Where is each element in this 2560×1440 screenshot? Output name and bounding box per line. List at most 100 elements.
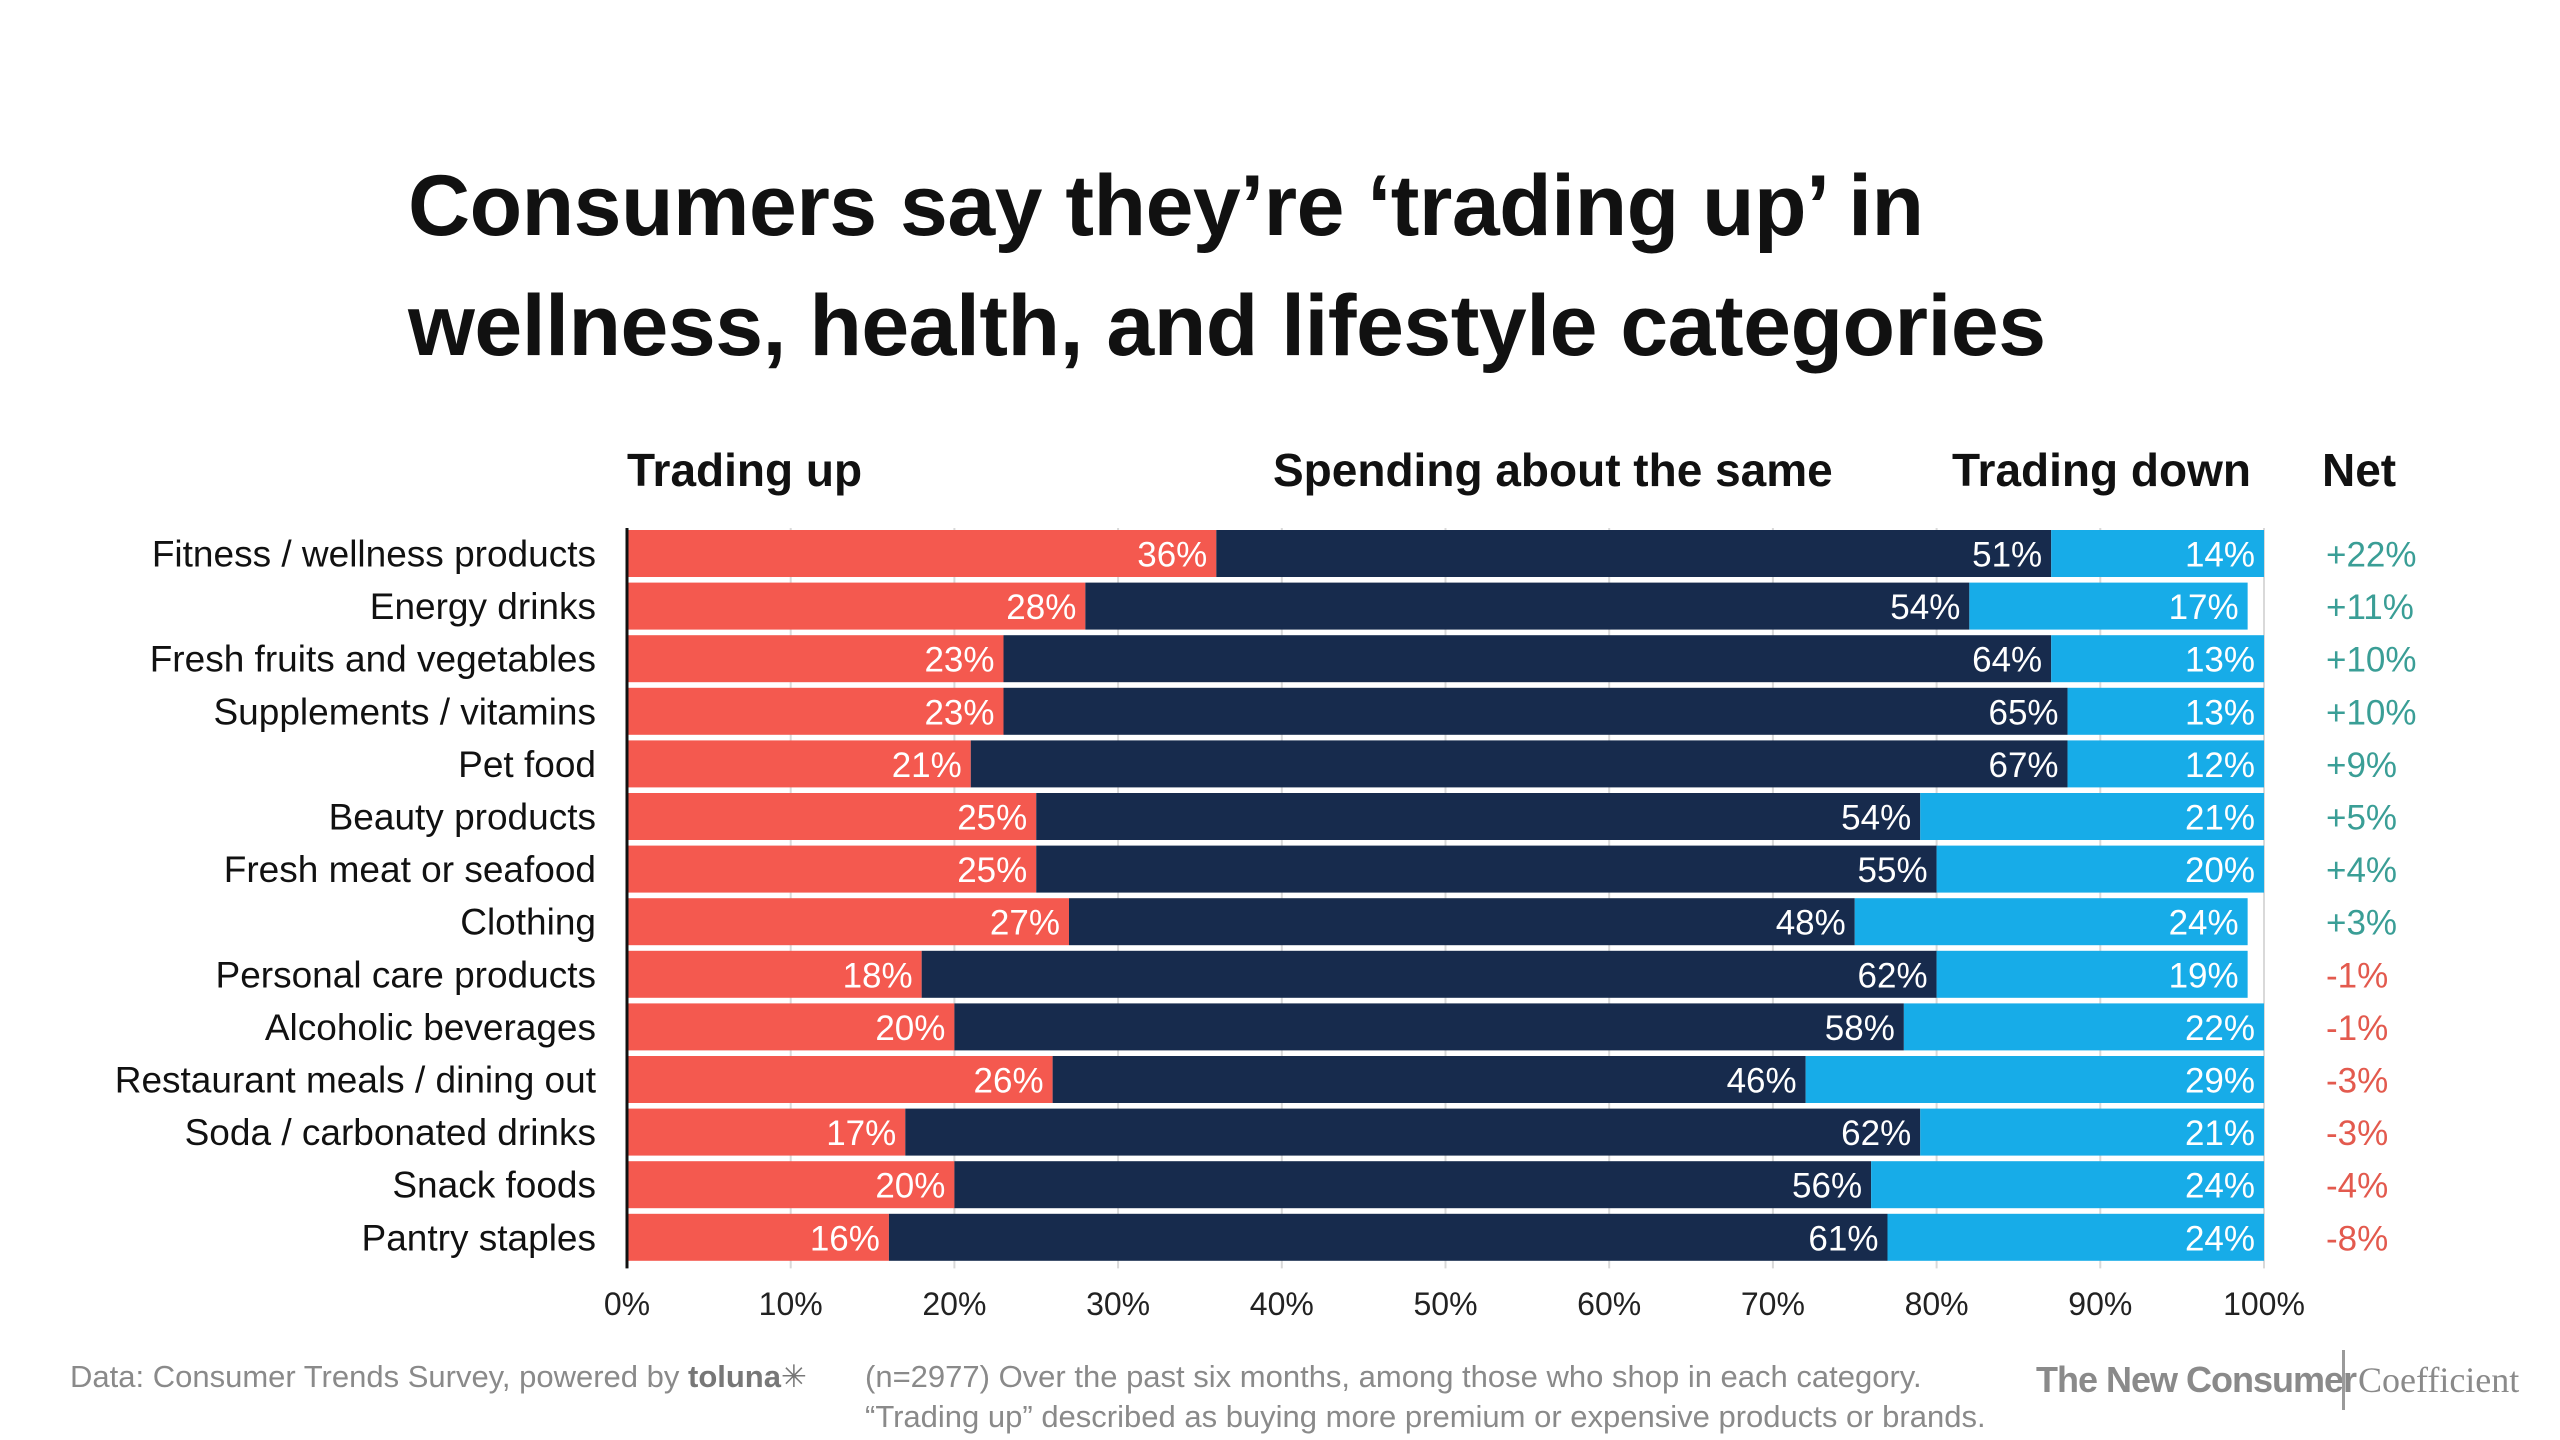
net-value: -1% <box>2326 956 2388 995</box>
header-spending-same: Spending about the same <box>1273 444 1833 496</box>
net-value: +4% <box>2326 851 2397 890</box>
bar-segment <box>1805 1056 2264 1103</box>
bar-value-label: 24% <box>2185 1167 2255 1206</box>
bar-value-label: 55% <box>1858 851 1928 890</box>
bar-value-label: 24% <box>2185 1219 2255 1258</box>
net-value: +22% <box>2326 536 2417 575</box>
bar-value-label: 20% <box>2185 851 2255 890</box>
category-label: Restaurant meals / dining out <box>115 1060 597 1101</box>
bar-segment <box>2051 635 2264 683</box>
bar-value-label: 21% <box>2185 799 2255 838</box>
x-tick-label: 90% <box>2068 1286 2132 1322</box>
bar-segment <box>1036 845 1937 893</box>
bar-value-label: 23% <box>924 693 994 732</box>
logo-divider <box>2342 1350 2345 1410</box>
bar-value-label: 62% <box>1841 1114 1911 1153</box>
category-label: Energy drinks <box>370 586 596 627</box>
bar-segment <box>1003 687 2068 735</box>
x-tick-label: 30% <box>1086 1286 1150 1322</box>
bar-value-label: 46% <box>1727 1062 1797 1101</box>
bar-segment <box>1920 793 2264 840</box>
bar-segment <box>970 740 2068 788</box>
chart-title-line-1: Consumers say they’re ‘trading up’ in <box>408 158 1924 254</box>
bar-value-label: 18% <box>843 956 913 995</box>
x-tick-label: 100% <box>2223 1286 2305 1322</box>
chart-title-line-2: wellness, health, and lifestyle categori… <box>408 278 2046 374</box>
bar-value-label: 26% <box>974 1062 1044 1101</box>
bar-segment <box>954 1003 1904 1051</box>
bar-value-label: 64% <box>1972 641 2042 680</box>
bar-value-label: 13% <box>2185 693 2255 732</box>
bar-segment <box>1068 898 1855 946</box>
bar-segment <box>1052 1056 1806 1103</box>
category-label: Soda / carbonated drinks <box>185 1112 596 1153</box>
source-text: Data: Consumer Trends Survey, powered by <box>70 1359 680 1394</box>
new-consumer-logo: The New Consumer <box>2036 1359 2357 1400</box>
x-tick-label: 80% <box>1905 1286 1969 1322</box>
category-label: Pantry staples <box>362 1217 596 1258</box>
bar-segment <box>1936 950 2248 998</box>
net-value: +3% <box>2326 904 2397 943</box>
source-note: Data: Consumer Trends Survey, powered by… <box>70 1357 807 1397</box>
net-value: -1% <box>2326 1009 2388 1048</box>
bar-segment <box>1903 1003 2264 1051</box>
bar-segment <box>1036 793 1921 840</box>
bar-value-label: 12% <box>2185 746 2255 785</box>
net-value: -4% <box>2326 1167 2388 1206</box>
bar-value-label: 17% <box>826 1114 896 1153</box>
bar-value-label: 27% <box>990 904 1060 943</box>
bar-value-label: 22% <box>2185 1009 2255 1048</box>
bar-segment <box>1887 1213 2264 1261</box>
bar-segment <box>627 1056 1053 1103</box>
category-label: Fresh fruits and vegetables <box>150 639 596 680</box>
sample-note: (n=2977) Over the past six months, among… <box>865 1359 1922 1394</box>
chart-title: Consumers say they’re ‘trading up’ in we… <box>408 146 2408 386</box>
x-tick-label: 20% <box>922 1286 986 1322</box>
bar-value-label: 61% <box>1808 1219 1878 1258</box>
bar-value-label: 29% <box>2185 1062 2255 1101</box>
header-trading-down: Trading down <box>1952 444 2251 496</box>
bar-segment <box>1871 1161 2264 1209</box>
bar-segment <box>627 1003 955 1051</box>
bar-segment <box>888 1213 1888 1261</box>
net-value: -8% <box>2326 1219 2388 1258</box>
bar-value-label: 24% <box>2169 904 2239 943</box>
bar-value-label: 21% <box>892 746 962 785</box>
bar-segment <box>954 1161 1872 1209</box>
bar-value-label: 48% <box>1776 904 1846 943</box>
bar-segment <box>627 635 1004 683</box>
bar-segment <box>1936 845 2264 893</box>
bar-segment <box>627 740 971 788</box>
bar-segment <box>2051 530 2264 577</box>
bar-value-label: 54% <box>1890 588 1960 627</box>
bar-segment <box>627 687 1004 735</box>
category-label: Fresh meat or seafood <box>224 849 596 890</box>
net-value: +5% <box>2326 799 2397 838</box>
net-value: +10% <box>2326 641 2417 680</box>
category-label: Fitness / wellness products <box>152 534 596 575</box>
bar-segment <box>627 530 1217 577</box>
bar-value-label: 20% <box>875 1167 945 1206</box>
bar-value-label: 62% <box>1858 956 1928 995</box>
bar-segment <box>627 793 1037 840</box>
bar-segment <box>1854 898 2248 946</box>
bar-segment <box>627 1108 906 1156</box>
bar-segment <box>627 582 1086 630</box>
bar-value-label: 56% <box>1792 1167 1862 1206</box>
bar-segment <box>1003 635 2052 683</box>
bar-value-label: 13% <box>2185 641 2255 680</box>
x-tick-label: 10% <box>759 1286 823 1322</box>
category-label: Clothing <box>460 902 596 943</box>
bar-segment <box>627 1213 889 1261</box>
bar-value-label: 58% <box>1825 1009 1895 1048</box>
x-tick-label: 0% <box>604 1286 650 1322</box>
bar-segment <box>905 1108 1921 1156</box>
header-net: Net <box>2322 444 2397 496</box>
bar-value-label: 54% <box>1841 799 1911 838</box>
bar-value-label: 14% <box>2185 536 2255 575</box>
bar-value-label: 25% <box>957 851 1027 890</box>
bar-value-label: 67% <box>1988 746 2058 785</box>
bar-value-label: 36% <box>1137 536 1207 575</box>
bar-value-label: 51% <box>1972 536 2042 575</box>
net-value: +11% <box>2326 588 2414 627</box>
